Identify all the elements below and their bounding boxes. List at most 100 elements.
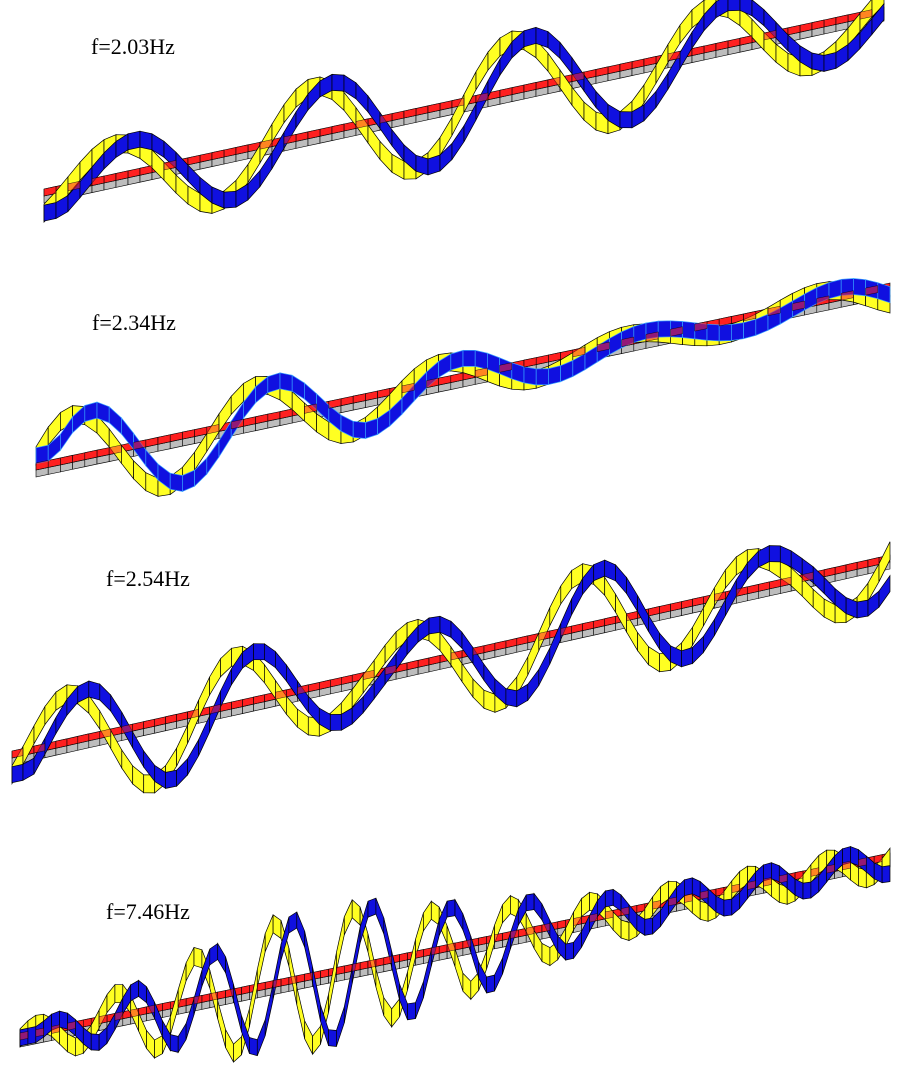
blue-ribbon-segment bbox=[367, 897, 377, 918]
yellow-ribbon-segment bbox=[193, 946, 203, 969]
blue-ribbon-segment bbox=[768, 545, 781, 563]
deck-top-overlay-segment bbox=[399, 952, 408, 962]
deck-top-overlay-segment bbox=[787, 24, 801, 36]
deck-top-overlay-segment bbox=[304, 403, 317, 414]
deck-top-overlay-segment bbox=[700, 890, 709, 900]
blue-ribbon-segment bbox=[878, 574, 891, 609]
blue-ribbon-segment bbox=[802, 881, 812, 900]
blue-ribbon-segment bbox=[275, 650, 287, 682]
deck-top-overlay-segment bbox=[115, 170, 129, 181]
blue-ribbon-segment bbox=[267, 372, 281, 394]
deck-top-overlay-segment bbox=[589, 913, 598, 923]
deck-top-overlay-segment bbox=[384, 665, 397, 675]
blue-ribbon-segment bbox=[637, 595, 649, 632]
yellow-ribbon-segment bbox=[121, 748, 134, 786]
deck-top-overlay-segment bbox=[241, 985, 250, 995]
deck-top-overlay-segment bbox=[162, 1001, 171, 1011]
deck-top-overlay-segment bbox=[780, 576, 792, 587]
deck-top-overlay-segment bbox=[193, 995, 203, 1005]
blue-ribbon-segment bbox=[547, 30, 561, 60]
mode-shape-panel-2: f=2.34Hz bbox=[0, 258, 897, 518]
yellow-ribbon-segment bbox=[375, 968, 385, 1016]
yellow-ribbon-segment bbox=[581, 891, 590, 918]
frequency-label: f=2.34Hz bbox=[92, 310, 176, 335]
yellow-ribbon-segment bbox=[620, 919, 630, 941]
yellow-ribbon-segment bbox=[187, 700, 199, 744]
blue-ribbon-segment bbox=[877, 282, 891, 304]
blue-ribbon-segment bbox=[428, 615, 441, 635]
deck-top-overlay-segment bbox=[595, 66, 609, 77]
deck-top-overlay-segment bbox=[235, 144, 249, 155]
blue-ribbon-segment bbox=[249, 1037, 258, 1057]
deck-top-overlay-segment bbox=[494, 932, 503, 943]
deck-top-segment bbox=[280, 977, 290, 987]
yellow-ribbon-segment bbox=[812, 588, 825, 618]
blue-ribbon-segment bbox=[684, 877, 693, 897]
blue-ribbon-segment bbox=[523, 366, 537, 386]
blue-ribbon-segment bbox=[771, 862, 780, 883]
deck-top-overlay-segment bbox=[731, 883, 740, 893]
blue-ribbon-segment bbox=[706, 323, 720, 342]
deck-top-overlay-segment bbox=[526, 926, 535, 936]
deck-top-overlay-segment bbox=[523, 357, 537, 368]
deck-top-segment bbox=[138, 1006, 147, 1016]
deck-top-overlay-segment bbox=[43, 186, 57, 197]
blue-ribbon-segment bbox=[565, 941, 574, 961]
blue-ribbon-segment bbox=[133, 432, 147, 467]
blue-ribbon-segment bbox=[139, 130, 153, 151]
deck-top-overlay-segment bbox=[177, 998, 187, 1008]
deck-top-overlay-segment bbox=[841, 290, 854, 301]
yellow-ribbon-segment bbox=[583, 101, 597, 131]
yellow-ribbon-segment bbox=[264, 914, 274, 952]
blue-ribbon-segment bbox=[525, 893, 535, 912]
blue-ribbon-segment bbox=[604, 888, 614, 908]
deck-top-overlay-segment bbox=[792, 300, 805, 311]
blue-ribbon-group bbox=[35, 278, 891, 493]
yellow-ribbon-segment bbox=[383, 996, 393, 1029]
deck-top-overlay-segment bbox=[187, 154, 201, 166]
yellow-ribbon-segment bbox=[637, 631, 649, 666]
blue-ribbon-segment bbox=[88, 680, 101, 701]
deck-top-overlay-segment bbox=[182, 429, 195, 440]
yellow-ribbon-segment bbox=[133, 460, 147, 492]
deck-top-overlay-segment bbox=[133, 439, 147, 450]
deck-top-overlay-segment bbox=[475, 92, 489, 103]
deck-overlay bbox=[11, 557, 880, 759]
blue-ribbon-segment bbox=[331, 74, 345, 92]
yellow-ribbon-segment bbox=[423, 900, 432, 933]
deck-top-overlay-segment bbox=[747, 880, 756, 890]
blue-ribbon-segment bbox=[559, 41, 573, 75]
deck-top-overlay-segment bbox=[35, 1027, 44, 1037]
deck-top-overlay-segment bbox=[114, 1011, 124, 1021]
yellow-ribbon-segment bbox=[379, 140, 393, 174]
yellow-ribbon-segment bbox=[44, 691, 57, 726]
deck-top-overlay-segment bbox=[523, 82, 537, 93]
yellow-ribbon-group bbox=[43, 0, 885, 223]
blue-ribbon-segment bbox=[169, 1034, 179, 1053]
yellow-ribbon-segment bbox=[703, 587, 715, 627]
deck-top-overlay-segment bbox=[35, 460, 49, 471]
deck-top-overlay-segment bbox=[83, 1018, 92, 1028]
yellow-ribbon-segment bbox=[169, 989, 179, 1036]
blue-ribbon-segment bbox=[538, 647, 551, 686]
deck-top-overlay-segment bbox=[336, 965, 345, 975]
blue-ribbon-segment bbox=[110, 694, 123, 730]
deck-top-overlay-segment bbox=[426, 377, 439, 388]
blue-ribbon-segment bbox=[132, 730, 145, 769]
blue-ribbon-segment bbox=[130, 979, 139, 1002]
deck-top-overlay-segment bbox=[353, 393, 366, 404]
deck-top-overlay-segment bbox=[715, 887, 725, 897]
deck-top-overlay-segment bbox=[472, 645, 485, 656]
deck-top-overlay-segment bbox=[516, 635, 528, 646]
deck-top-overlay-segment bbox=[304, 972, 313, 982]
deck-top-overlay-segment bbox=[19, 1031, 29, 1041]
deck-top-overlay-segment bbox=[146, 1004, 155, 1015]
frequency-label: f=7.46Hz bbox=[106, 899, 190, 924]
blue-ribbon-segment bbox=[644, 917, 654, 936]
deck-top-overlay-segment bbox=[328, 398, 342, 409]
deck-top-overlay-segment bbox=[319, 679, 331, 690]
yellow-ribbon-segment bbox=[541, 942, 551, 967]
deck-top-overlay-segment bbox=[77, 733, 90, 744]
deck-top-overlay-segment bbox=[60, 455, 73, 466]
deck-top-overlay-segment bbox=[211, 149, 225, 160]
